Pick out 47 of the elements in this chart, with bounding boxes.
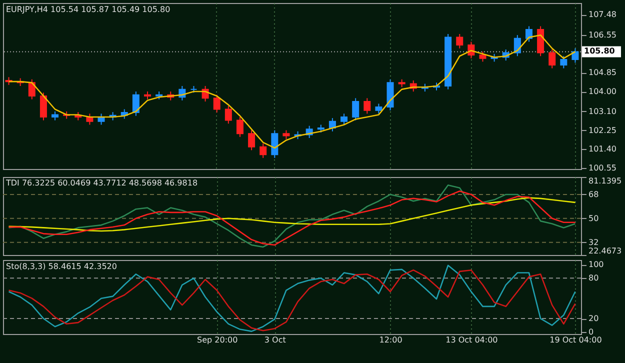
- candlestick: [560, 56, 568, 69]
- y-tick-label: 100.55: [588, 163, 616, 172]
- y-tick-label: 102.25: [588, 126, 616, 135]
- y-tick-label: 50: [588, 214, 599, 223]
- y-tick-label: 100: [588, 260, 604, 270]
- candlestick: [132, 91, 140, 116]
- candlestick: [248, 130, 256, 151]
- chart-title: TDI 76.3225 60.0469 43.7712 48.5698 46.9818: [5, 178, 198, 188]
- y-tick-label: 104.00: [588, 87, 616, 96]
- candlestick: [352, 98, 360, 121]
- candlestick: [236, 116, 244, 138]
- candlestick: [364, 98, 371, 114]
- y-tick-label: 80: [588, 274, 599, 283]
- y-tick-label: 22.4673: [588, 246, 622, 256]
- y-tick-label: 106.55: [588, 30, 616, 40]
- candlestick: [525, 26, 532, 42]
- ref-line-label: 105.80: [584, 46, 616, 56]
- y-tick-label: 0: [588, 327, 594, 336]
- chart-title: EURJPY,H4 105.54 105.87 105.49 105.80: [6, 5, 170, 14]
- x-tick-label: 19 Oct 04:00: [550, 336, 602, 344]
- candlestick: [456, 33, 464, 49]
- y-tick-label: 32: [588, 238, 599, 247]
- candlestick: [28, 78, 36, 100]
- y-tick-label: 104.85: [588, 68, 616, 78]
- candlestick: [260, 143, 267, 158]
- candlestick: [514, 34, 521, 57]
- y-tick-label: 68: [588, 190, 599, 199]
- x-tick-label: Sep 20:00: [197, 336, 238, 344]
- y-tick-label: 101.40: [588, 144, 616, 154]
- x-tick-label: 3 Oct: [264, 336, 286, 344]
- candlestick: [375, 103, 382, 114]
- candlestick: [479, 51, 486, 62]
- x-tick-label: 12:00: [379, 336, 402, 344]
- y-tick-label: 107.48: [588, 10, 616, 20]
- candlestick: [40, 92, 47, 121]
- candlestick: [340, 113, 348, 126]
- candlestick: [271, 130, 278, 158]
- y-tick-label: 103.10: [588, 106, 616, 116]
- x-tick-label: 13 Oct 04:00: [446, 336, 498, 344]
- candlestick: [537, 26, 544, 57]
- candlestick: [548, 48, 556, 69]
- candlestick: [572, 48, 579, 64]
- y-tick-label: 20: [588, 314, 599, 324]
- candlestick: [213, 94, 220, 114]
- y-tick-label: 81.1395: [588, 176, 622, 186]
- candlestick: [224, 105, 232, 124]
- chart-title: Sto(8,3,3) 58.4615 42.3520: [6, 262, 117, 271]
